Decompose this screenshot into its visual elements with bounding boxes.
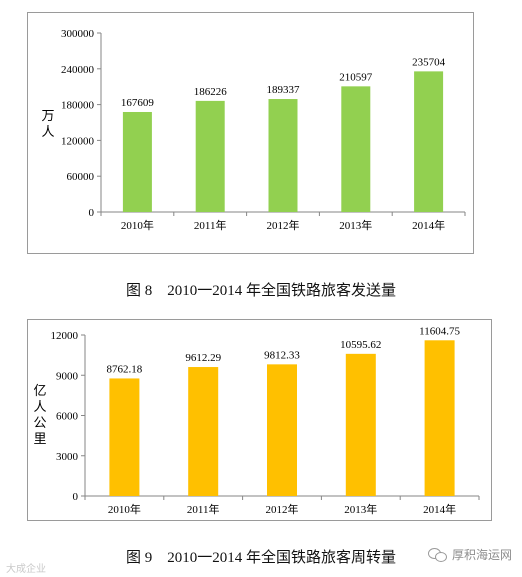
data-label: 8762.18	[107, 363, 143, 375]
x-tick-label: 2012年	[267, 218, 300, 232]
bar	[414, 71, 444, 212]
watermark-left: 大成企业	[6, 564, 46, 575]
x-tick-label: 2014年	[423, 502, 456, 516]
x-tick-label: 2011年	[187, 502, 220, 516]
x-tick-label: 2013年	[344, 502, 377, 516]
bar	[424, 340, 455, 496]
data-label: 210597	[339, 71, 373, 83]
bar	[188, 367, 219, 496]
wechat-icon	[427, 547, 448, 562]
bar	[268, 99, 298, 212]
data-label: 167609	[121, 97, 155, 109]
y-tick-label: 12000	[51, 330, 79, 342]
passenger-turnover-chart: 0 3000 6000 9000 12000 8762.18 2010年 9612.29 201…	[27, 319, 492, 521]
data-label: 235704	[412, 56, 446, 68]
data-label: 9612.29	[185, 352, 221, 364]
y-tick-label: 240000	[61, 64, 95, 76]
data-label: 10595.62	[340, 339, 381, 351]
bar	[195, 100, 225, 212]
bar	[267, 364, 297, 496]
bar	[345, 353, 376, 496]
x-tick-label: 2011年	[194, 218, 227, 232]
y-axis-label: 亿人公里	[33, 384, 47, 447]
x-tick-label: 2014年	[412, 218, 445, 232]
y-tick-label: 300000	[61, 28, 95, 40]
y-tick-label: 0	[89, 207, 95, 219]
bar	[109, 378, 140, 496]
y-axis-label: 万人	[41, 109, 55, 140]
data-label: 186226	[194, 86, 228, 98]
x-tick-label: 2010年	[108, 502, 141, 516]
passenger-volume-chart: 0 60000 120000 180000 240000 300000 167609 2010…	[27, 12, 474, 254]
bar	[341, 86, 371, 212]
watermark-right-text: 厚积海运网	[451, 548, 512, 562]
watermark-right: 厚积海运网	[427, 546, 512, 563]
data-label: 9812.33	[264, 349, 300, 361]
y-tick-label: 180000	[61, 100, 95, 112]
figure-8-caption: 图 8 2010一2014 年全国铁路旅客发送量	[125, 283, 396, 299]
x-tick-label: 2012年	[266, 502, 299, 516]
passenger-turnover-plot: 0 3000 6000 9000 12000 8762.18 2010年 9612.29 201…	[51, 325, 480, 516]
y-tick-label: 120000	[61, 135, 95, 147]
x-tick-label: 2010年	[121, 218, 154, 232]
data-label: 11604.75	[419, 325, 460, 337]
data-label: 189337	[267, 84, 301, 96]
y-tick-label: 3000	[56, 451, 79, 463]
y-tick-label: 6000	[56, 411, 79, 423]
y-tick-label: 0	[73, 491, 79, 503]
passenger-volume-plot: 0 60000 120000 180000 240000 300000 167609 2010…	[61, 28, 466, 232]
x-tick-label: 2013年	[339, 218, 372, 232]
y-tick-label: 60000	[67, 171, 95, 183]
figure-9-caption: 图 9 2010一2014 年全国铁路旅客周转量	[125, 550, 396, 566]
y-tick-label: 9000	[56, 370, 79, 382]
bar	[122, 111, 152, 212]
